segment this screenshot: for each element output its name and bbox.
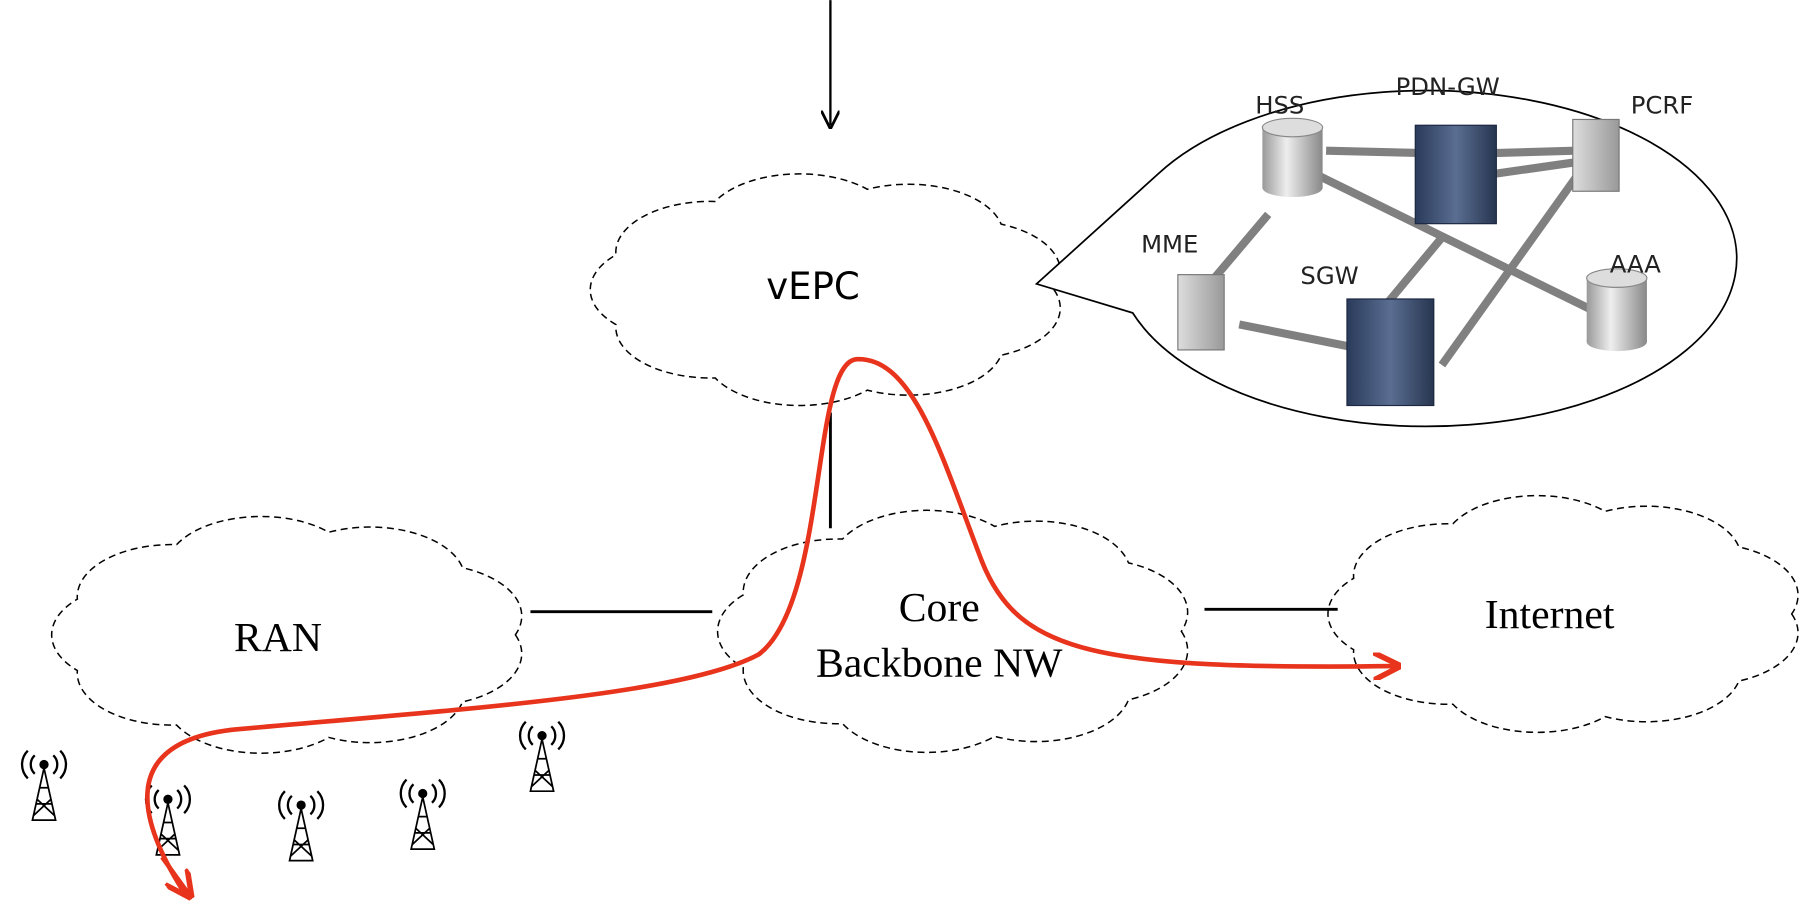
node-label: HSS bbox=[1255, 91, 1304, 120]
node-label: MME bbox=[1141, 230, 1198, 259]
node-label: SGW bbox=[1300, 261, 1358, 290]
cloud-label: RAN bbox=[234, 615, 322, 661]
cloud-label: vEPC bbox=[766, 265, 860, 308]
node-label: PDN-GW bbox=[1396, 72, 1500, 101]
node-label: PCRF bbox=[1631, 91, 1694, 120]
tower bbox=[279, 791, 323, 860]
page: {"clouds": {"vepc": "vEPC", "ran": "RAN"… bbox=[0, 0, 1816, 906]
tower bbox=[22, 751, 66, 820]
cloud-label: Core bbox=[899, 585, 980, 631]
tower bbox=[520, 722, 564, 791]
traffic-arrow bbox=[162, 857, 189, 894]
diagram: vEPC RAN Core Backbone NW Internet HSS P… bbox=[0, 0, 1816, 906]
cloud-label: Backbone NW bbox=[816, 641, 1063, 687]
cloud-label: Internet bbox=[1485, 592, 1615, 638]
node-label: AAA bbox=[1610, 249, 1662, 278]
tower bbox=[401, 780, 445, 849]
cloud bbox=[718, 510, 1188, 752]
